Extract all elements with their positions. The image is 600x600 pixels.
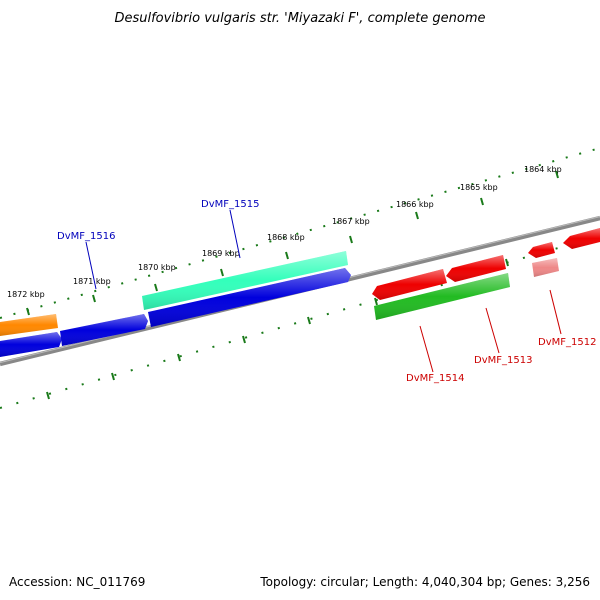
gene-features (0, 228, 600, 357)
label-leaders (85, 209, 562, 373)
leader-dvmf-1516 (85, 241, 97, 290)
gene-dvmf-1513[interactable] (374, 273, 510, 320)
gene-label-dvmf-1515[interactable]: DvMF_1515 (201, 199, 259, 210)
gene-label-dvmf-1516[interactable]: DvMF_1516 (57, 231, 115, 242)
outer-tick-track (0, 147, 600, 319)
gene-red-1[interactable] (372, 269, 447, 300)
gene-red-2[interactable] (446, 255, 506, 282)
tick-label: 1870 kbp (138, 263, 176, 272)
tick-label: 1871 kbp (73, 277, 111, 286)
tick-label: 1868 kbp (267, 233, 305, 242)
leader-dvmf-1513 (485, 307, 500, 354)
inner-tick-mark (111, 372, 115, 381)
leader-dvmf-1514 (419, 325, 434, 373)
tick-label: 1866 kbp (396, 200, 434, 209)
gene-blue-left[interactable] (0, 332, 62, 357)
inner-tick-mark (307, 316, 311, 325)
tick-1866-mark (415, 211, 419, 220)
tick-1867-mark (349, 235, 353, 244)
map-title: Desulfovibrio vulgaris str. 'Miyazaki F'… (114, 11, 485, 26)
tick-1871-mark (92, 294, 96, 303)
gene-label-dvmf-1514[interactable]: DvMF_1514 (406, 373, 464, 384)
gene-dvmf-1515[interactable] (142, 251, 348, 310)
gene-labels: DvMF_1515 DvMF_1516 DvMF_1514 DvMF_1513 … (57, 199, 596, 384)
tick-labels: 1864 kbp 1865 kbp 1866 kbp 1867 kbp 1868… (7, 165, 562, 299)
tick-label: 1869 kbp (202, 249, 240, 258)
tick-1868-mark (285, 251, 289, 260)
tick-label: 1864 kbp (524, 165, 562, 174)
tick-1869-mark (220, 268, 224, 277)
gene-blue-long[interactable] (148, 268, 351, 327)
gene-label-dvmf-1512[interactable]: DvMF_1512 (538, 337, 596, 348)
tick-label: 1867 kbp (332, 217, 370, 226)
gene-dvmf-1512[interactable] (532, 258, 559, 277)
inner-tick-mark (46, 391, 50, 400)
tick-1864-mark (555, 170, 559, 179)
leader-dvmf-1515 (229, 209, 241, 259)
leader-dvmf-1512 (549, 289, 562, 335)
tick-1872-mark (26, 307, 30, 316)
gene-orange[interactable] (0, 314, 58, 336)
inner-tick-mark (505, 258, 509, 267)
outer-dotted-line (0, 147, 600, 319)
tick-label: 1872 kbp (7, 290, 45, 299)
genome-summary-text: Topology: circular; Length: 4,040,304 bp… (259, 575, 590, 589)
tick-1870-mark (154, 283, 158, 292)
gene-red-right[interactable] (563, 228, 600, 249)
inner-tick-mark (374, 297, 378, 306)
accession-text: Accession: NC_011769 (9, 575, 145, 589)
gene-dvmf-1516[interactable] (60, 314, 148, 346)
tick-label: 1865 kbp (460, 183, 498, 192)
tick-1865-mark (480, 197, 484, 206)
inner-tick-mark (242, 335, 246, 344)
gene-label-dvmf-1513[interactable]: DvMF_1513 (474, 355, 532, 366)
inner-tick-mark (177, 353, 181, 362)
gene-red-small[interactable] (528, 242, 555, 258)
